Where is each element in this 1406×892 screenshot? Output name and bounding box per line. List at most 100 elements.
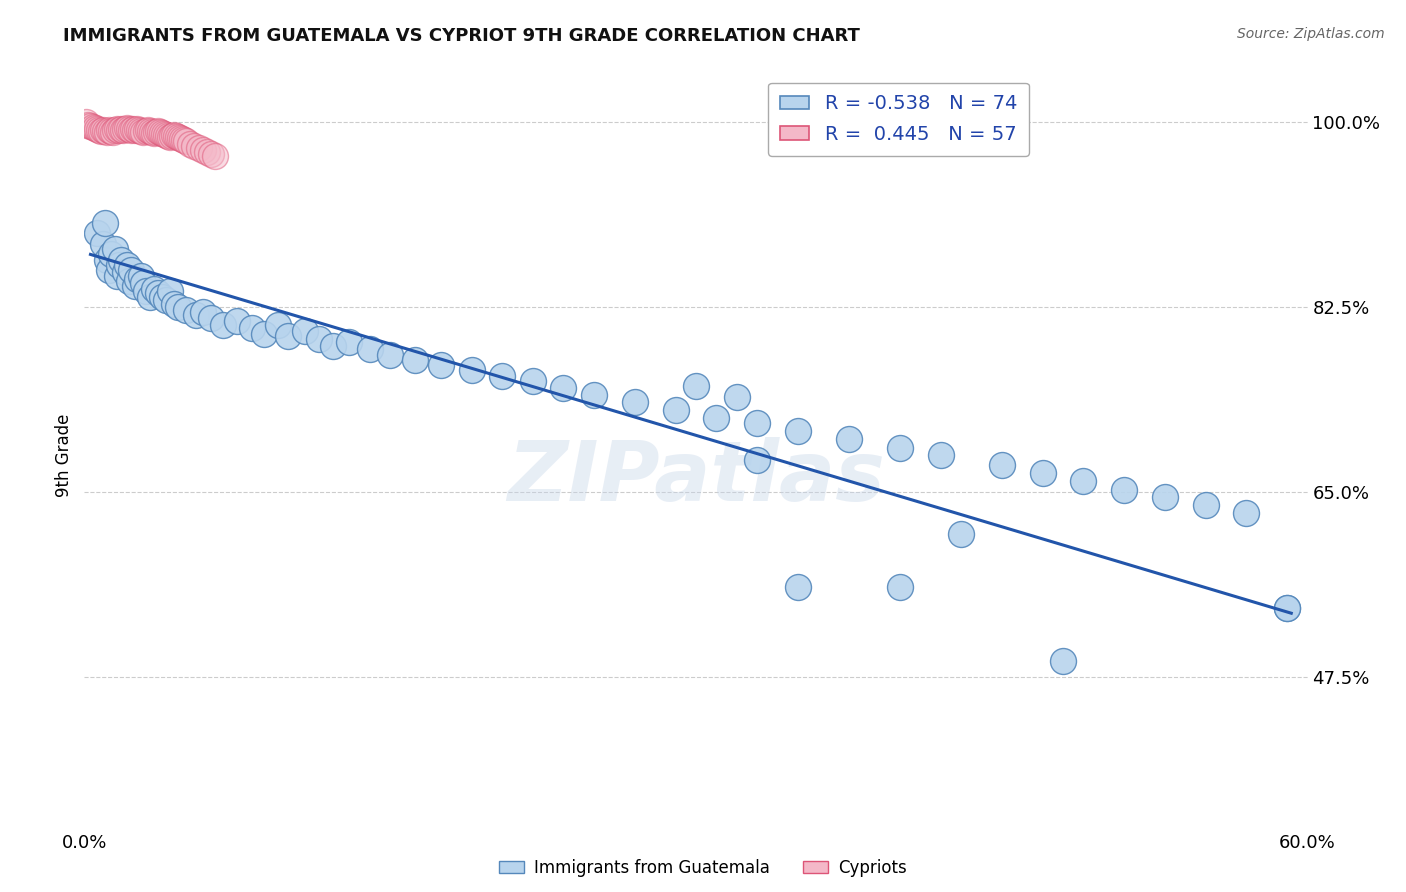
Point [174,135,197,149]
Point [226,314,249,328]
Point [110,252,132,267]
Point [104,123,127,137]
Point [380,348,402,362]
Point [132,276,155,290]
Text: ZIPatlas: ZIPatlas [508,437,884,518]
Point [115,120,138,135]
Point [124,123,146,137]
Point [86,227,108,241]
Point [294,325,316,339]
Point [87,123,110,137]
Point [146,286,169,301]
Point [200,310,222,325]
Point [1052,654,1074,668]
Point [97,263,120,277]
Point [114,265,136,279]
Point [838,432,860,446]
Point [787,424,810,438]
Point [706,411,728,425]
Point [150,290,173,304]
Point [155,293,177,307]
Point [153,127,176,141]
Point [127,121,149,136]
Point [105,268,128,283]
Point [322,339,344,353]
Point [160,129,183,144]
Point [108,123,131,137]
Point [889,441,911,455]
Point [461,363,484,377]
Point [91,236,114,251]
Point [131,268,153,283]
Point [155,128,177,143]
Point [131,124,153,138]
Point [169,131,191,145]
Point [90,124,112,138]
Point [950,527,973,541]
Point [135,124,157,138]
Point [179,136,201,151]
Point [308,332,330,346]
Point [1032,466,1054,480]
Point [404,353,426,368]
Point [183,138,205,153]
Point [159,130,181,145]
Point [132,125,155,139]
Point [1154,490,1177,504]
Point [491,368,513,383]
Point [167,300,190,314]
Point [212,318,235,332]
Point [747,453,769,467]
Point [114,121,136,136]
Point [156,129,179,144]
Point [277,328,299,343]
Point [96,252,118,267]
Point [128,123,150,137]
Point [108,258,131,272]
Point [100,247,122,261]
Point [127,271,149,285]
Point [83,120,105,135]
Point [100,124,122,138]
Point [685,379,707,393]
Point [725,390,748,404]
Point [165,129,187,144]
Point [86,121,108,136]
Point [186,308,208,322]
Point [124,279,146,293]
Legend: Immigrants from Guatemala, Cypriots: Immigrants from Guatemala, Cypriots [492,853,914,884]
Text: IMMIGRANTS FROM GUATEMALA VS CYPRIOT 9TH GRADE CORRELATION CHART: IMMIGRANTS FROM GUATEMALA VS CYPRIOT 9TH… [63,27,860,45]
Point [136,123,159,137]
Point [115,258,138,272]
Point [991,458,1014,473]
Point [553,381,575,395]
Point [150,126,173,140]
Point [1073,475,1095,489]
Point [93,124,115,138]
Point [522,374,544,388]
Point [120,123,142,137]
Point [200,147,222,161]
Point [141,125,163,139]
Text: Source: ZipAtlas.com: Source: ZipAtlas.com [1237,27,1385,41]
Point [163,128,186,143]
Point [583,388,606,402]
Point [142,126,165,140]
Point [105,121,128,136]
Point [91,123,114,137]
Point [82,120,104,134]
Point [187,141,209,155]
Point [204,149,226,163]
Point [110,121,132,136]
Point [174,303,197,318]
Point [624,395,647,409]
Point [93,216,115,230]
Point [79,119,101,133]
Point [77,118,100,132]
Point [159,285,181,299]
Point [1236,506,1258,520]
Point [118,121,141,136]
Point [97,123,120,137]
Legend: R = -0.538   N = 74, R =  0.445   N = 57: R = -0.538 N = 74, R = 0.445 N = 57 [768,82,1029,155]
Point [787,580,810,594]
